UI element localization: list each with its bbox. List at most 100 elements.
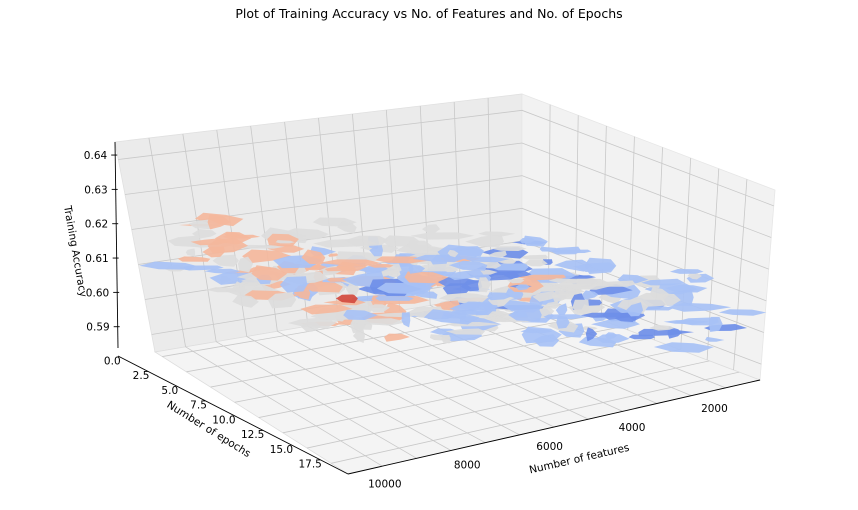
surface-patch <box>445 328 485 335</box>
x-grid-line <box>368 315 589 420</box>
surface-patch <box>412 254 464 263</box>
surface-patch <box>539 246 561 252</box>
x-grid-line <box>307 325 520 436</box>
surface-patch <box>237 256 254 273</box>
surface-patch <box>404 271 449 284</box>
back-wall-vertical <box>548 104 551 301</box>
surface-patch <box>185 248 196 257</box>
surface-patch <box>465 234 504 248</box>
surface-patch <box>501 271 532 279</box>
y-tick-label: 0.0 <box>104 355 121 367</box>
surface-patch <box>705 336 725 342</box>
z-tick-label: 0.63 <box>84 184 107 196</box>
z-tick-label: 0.64 <box>84 150 108 162</box>
surface-patch <box>669 269 704 274</box>
surface-patch <box>708 316 723 332</box>
surface-patch <box>580 312 638 318</box>
surface-patch <box>519 237 536 244</box>
surface-patch <box>300 304 353 315</box>
surface-patch <box>464 256 510 263</box>
surface-patch <box>649 324 675 331</box>
x-tick-label: 2000 <box>701 403 728 415</box>
surface-patch <box>224 232 241 237</box>
surface-patch <box>582 290 599 300</box>
surface-patch <box>551 289 572 303</box>
x-axis-line <box>347 379 761 475</box>
y-tick-labels: 0.0 2.5 5.0 7.5 10.0 12.5 15.0 17.5 <box>104 355 322 470</box>
left-wall-vertical <box>148 137 186 347</box>
surface-patch <box>663 320 710 325</box>
surface-patch <box>478 277 491 293</box>
surface-patch <box>625 302 644 317</box>
surface-patch <box>524 259 548 267</box>
surface-patch <box>443 267 459 273</box>
y-tick-label: 5.0 <box>161 385 178 397</box>
chart-title: Plot of Training Accuracy vs No. of Feat… <box>235 6 622 21</box>
y-tick-label: 2.5 <box>133 370 150 382</box>
surface-patch <box>268 292 297 309</box>
surface-patch <box>667 302 732 312</box>
surface-patch <box>337 300 374 312</box>
surface-patch <box>204 268 241 274</box>
z-tick-label: 0.62 <box>85 219 108 231</box>
surface-patch <box>487 292 512 301</box>
z-tick-label: 0.61 <box>85 253 108 265</box>
x-tick-label: 8000 <box>454 460 481 472</box>
surface-patch <box>478 231 516 237</box>
surface-patch <box>543 314 589 320</box>
x-grid-line <box>399 310 623 412</box>
surface-patch <box>207 214 231 230</box>
surface-patch <box>301 249 326 265</box>
surface-patch <box>304 281 343 293</box>
surface-patch <box>507 278 525 284</box>
surface-patch <box>587 280 636 287</box>
surface-patch <box>492 246 527 251</box>
surface-patch <box>448 260 488 271</box>
surface-patch <box>376 282 431 295</box>
surface-patch <box>548 278 582 284</box>
surface-patch <box>517 274 567 281</box>
surface-patch <box>384 333 410 342</box>
x-tick-label: 6000 <box>536 441 563 453</box>
surface-patch <box>328 253 339 257</box>
surface-patch <box>251 265 288 281</box>
z-tick-labels: 0.59 0.60 0.61 0.62 0.63 0.64 <box>84 150 120 334</box>
surface-patch <box>572 299 590 314</box>
surface-patch <box>369 244 383 257</box>
surface-patch <box>212 254 239 267</box>
surface-patch <box>641 278 685 286</box>
surface-patch <box>344 235 389 247</box>
surface-patch <box>275 240 295 244</box>
surface-patch <box>517 254 548 260</box>
back-wall-vertical <box>733 179 748 371</box>
surface-patch <box>665 285 708 293</box>
surface-patch <box>515 284 530 291</box>
surface-patch <box>232 294 259 308</box>
surface-patch <box>482 261 502 269</box>
surface-patch <box>401 312 411 328</box>
y-axis-line <box>117 355 349 475</box>
surface-patch <box>441 334 451 344</box>
z-tick-label: 0.60 <box>86 287 109 299</box>
surface-patch <box>520 328 553 334</box>
surface-patch <box>503 259 516 265</box>
surface-patch <box>279 276 308 293</box>
x-grid-line <box>246 336 452 451</box>
surface-patch <box>350 318 408 326</box>
surface-patch <box>410 232 475 240</box>
y-tick-label: 7.5 <box>190 400 207 412</box>
y-tick-label: 10.0 <box>212 414 235 426</box>
surface-patch <box>447 249 459 258</box>
surface-patch <box>336 261 368 272</box>
surface-patch <box>335 294 358 304</box>
surface-patch <box>367 263 394 268</box>
y-tick-label: 17.5 <box>298 459 321 471</box>
surface-patch <box>442 283 472 295</box>
surface-patch <box>555 303 568 316</box>
surface-patch <box>532 291 560 302</box>
y-axis-label: Number of epochs <box>165 399 253 460</box>
x-grid-line <box>215 341 417 459</box>
surface-patch <box>628 334 656 340</box>
surface-patch <box>595 334 630 343</box>
